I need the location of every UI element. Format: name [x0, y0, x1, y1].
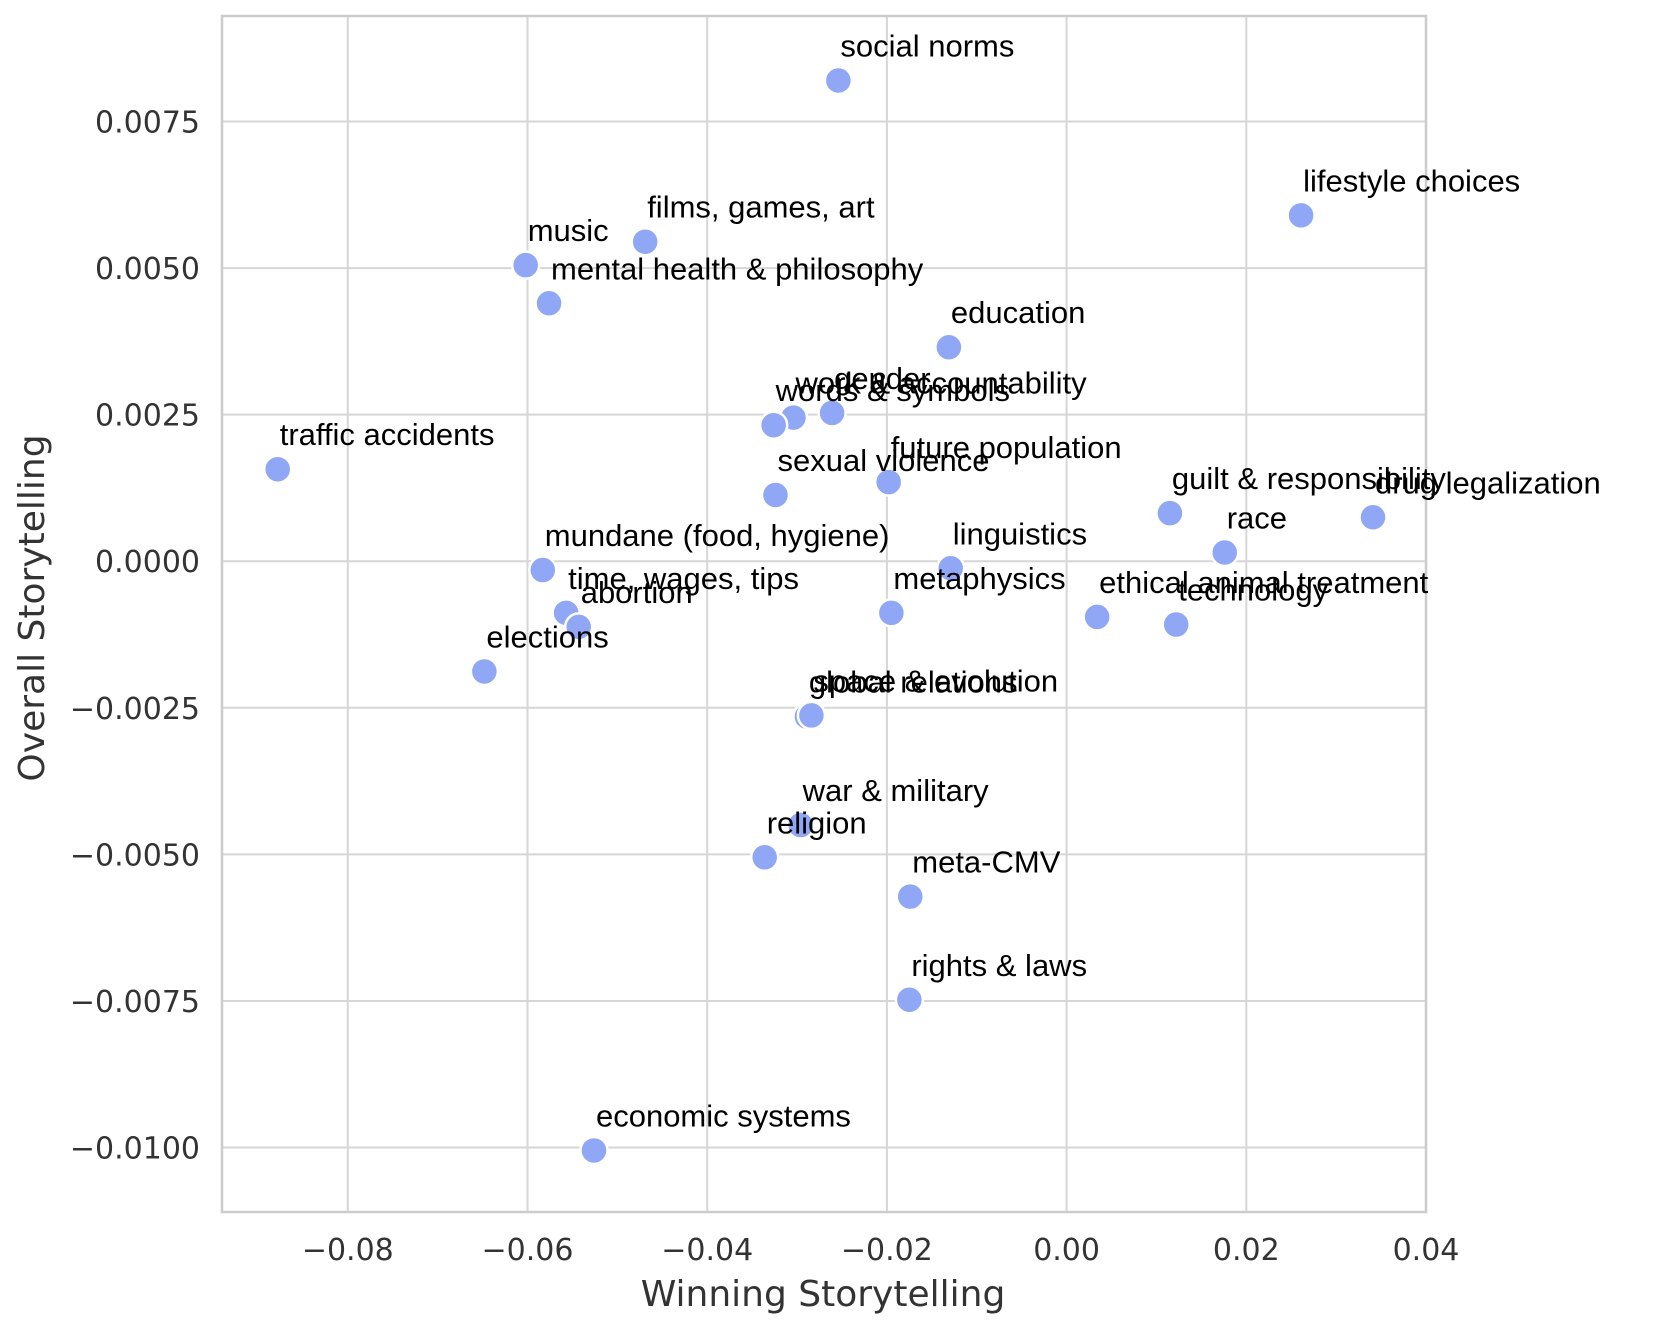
data-point [760, 480, 791, 510]
point-label: metaphysics [893, 561, 1065, 596]
data-point [1358, 502, 1388, 533]
point-label: work & accountability [794, 366, 1087, 401]
data-point [1286, 200, 1316, 231]
data-point [1161, 609, 1191, 640]
data-point [817, 398, 847, 428]
y-tick-label: −0.0025 [70, 692, 200, 727]
x-tick-label: 0.04 [1393, 1233, 1460, 1268]
data-point [895, 881, 926, 912]
y-tick-label: −0.0075 [70, 985, 200, 1020]
x-tick-label: −0.06 [482, 1233, 574, 1268]
data-point [1082, 602, 1112, 632]
data-point [894, 985, 925, 1015]
data-point [876, 598, 907, 628]
point-label: social norms [840, 28, 1014, 63]
data-point [785, 810, 816, 840]
point-label: linguistics [953, 516, 1087, 551]
data-point [510, 250, 541, 280]
point-label: ethical animal treatment [1099, 565, 1428, 600]
data-point [1209, 537, 1240, 568]
point-label: war & military [802, 773, 990, 808]
x-tick-label: 0.00 [1033, 1233, 1100, 1268]
point-label: drug legalization [1375, 465, 1601, 500]
data-points [262, 65, 1388, 1166]
data-point [873, 467, 904, 497]
data-point [563, 612, 594, 642]
x-axis-ticks: −0.08 −0.06 −0.04 −0.02 0.00 0.02 0.04 [302, 1233, 1460, 1268]
point-label: religion [767, 805, 867, 840]
point-label: words & symbols [775, 373, 1010, 408]
point-label: abortion [581, 575, 693, 610]
point-label: global relations [809, 665, 1018, 700]
point-label: education [951, 295, 1085, 330]
y-axis-ticks: 0.0075 0.0050 0.0025 0.0000 −0.0025 −0.0050 −0… [70, 106, 200, 1167]
data-point [469, 656, 500, 687]
y-tick-label: −0.0050 [70, 838, 200, 873]
y-tick-label: −0.0100 [70, 1132, 200, 1167]
point-label: guilt & responsibility [1172, 461, 1446, 496]
data-point [1155, 498, 1185, 528]
point-label: gender [834, 361, 931, 396]
y-tick-label: 0.0000 [95, 545, 200, 580]
data-point [758, 410, 789, 440]
point-label: music [528, 213, 609, 248]
data-point [934, 332, 964, 362]
data-point [796, 700, 827, 731]
point-label: traffic accidents [280, 417, 495, 452]
data-point [823, 65, 854, 96]
point-label: economic systems [596, 1098, 851, 1133]
point-labels: social norms lifestyle choices films, game… [280, 28, 1601, 1133]
plot-area-frame [220, 14, 1428, 1214]
x-tick-label: −0.02 [841, 1233, 933, 1268]
point-label: lifestyle choices [1303, 163, 1520, 198]
point-label: elections [486, 619, 608, 654]
y-axis-title: Overall Storytelling [12, 434, 53, 781]
data-point [262, 454, 293, 484]
point-label: space & evolution [813, 663, 1058, 698]
point-label: future population [891, 430, 1122, 465]
data-point [630, 226, 660, 257]
data-point [579, 1135, 609, 1166]
x-axis-title: Winning Storytelling [641, 1274, 1006, 1315]
point-label: race [1227, 500, 1287, 535]
point-label: sexual violence [777, 443, 989, 478]
point-label: mundane (food, hygiene) [545, 518, 890, 553]
data-point [935, 553, 966, 584]
data-point [534, 288, 564, 319]
data-point [528, 555, 558, 585]
y-tick-label: 0.0025 [95, 399, 200, 434]
x-tick-label: −0.08 [302, 1233, 394, 1268]
y-tick-label: 0.0075 [95, 106, 200, 141]
point-label: meta-CMV [912, 845, 1060, 880]
point-label: technology [1178, 573, 1328, 608]
x-tick-label: −0.04 [661, 1233, 753, 1268]
point-label: time, wages, tips [568, 561, 799, 596]
point-label: films, games, art [647, 190, 875, 225]
y-tick-label: 0.0050 [95, 252, 200, 287]
point-label: mental health & philosophy [551, 251, 924, 286]
x-tick-label: 0.02 [1213, 1233, 1280, 1268]
point-label: rights & laws [911, 948, 1087, 983]
data-point [749, 842, 780, 873]
